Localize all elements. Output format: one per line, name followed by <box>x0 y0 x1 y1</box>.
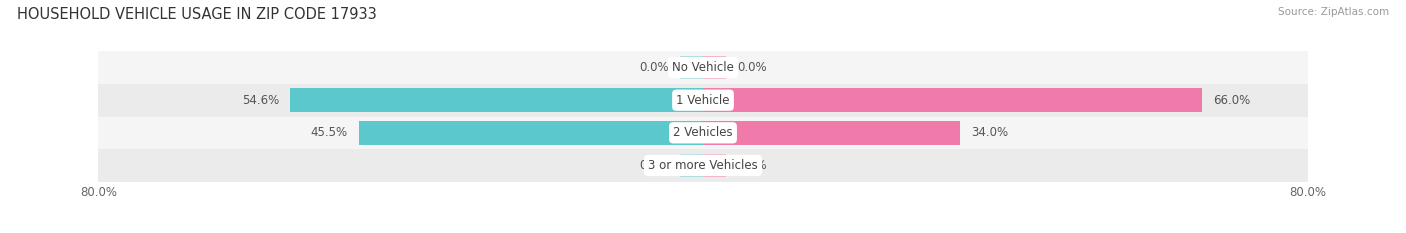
Text: 1 Vehicle: 1 Vehicle <box>676 94 730 107</box>
Text: 3 or more Vehicles: 3 or more Vehicles <box>648 159 758 172</box>
Bar <box>98 116 1308 149</box>
Text: HOUSEHOLD VEHICLE USAGE IN ZIP CODE 17933: HOUSEHOLD VEHICLE USAGE IN ZIP CODE 1793… <box>17 7 377 22</box>
Bar <box>359 121 703 144</box>
Text: 0.0%: 0.0% <box>737 61 766 74</box>
Bar <box>681 154 703 177</box>
Text: Source: ZipAtlas.com: Source: ZipAtlas.com <box>1278 7 1389 17</box>
Bar <box>98 51 1308 84</box>
Bar <box>291 89 703 112</box>
Text: 0.0%: 0.0% <box>640 159 669 172</box>
Text: 66.0%: 66.0% <box>1213 94 1250 107</box>
Text: No Vehicle: No Vehicle <box>672 61 734 74</box>
Bar <box>703 56 725 79</box>
Text: 0.0%: 0.0% <box>640 61 669 74</box>
Text: 2 Vehicles: 2 Vehicles <box>673 126 733 139</box>
Bar <box>703 154 725 177</box>
Bar <box>98 84 1308 116</box>
Text: 34.0%: 34.0% <box>972 126 1008 139</box>
Bar <box>703 89 1202 112</box>
Text: 0.0%: 0.0% <box>737 159 766 172</box>
Bar <box>98 149 1308 182</box>
Text: 45.5%: 45.5% <box>311 126 347 139</box>
Bar <box>703 121 960 144</box>
Bar <box>681 56 703 79</box>
Text: 54.6%: 54.6% <box>242 94 278 107</box>
